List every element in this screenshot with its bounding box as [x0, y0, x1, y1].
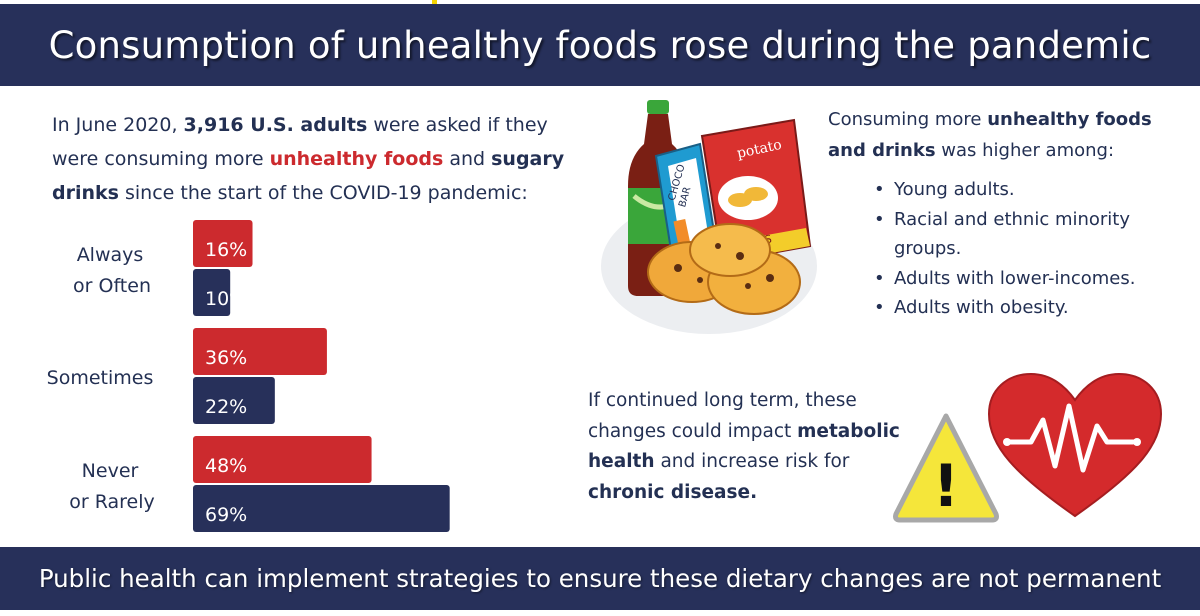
data-label: 16% [205, 239, 247, 261]
impact-bold2: chronic disease. [588, 481, 758, 503]
snacks-illustration: potato CHIPS CHOCO BAR [601, 100, 817, 334]
list-item: Adults with obesity. [872, 293, 1192, 323]
bar-chart: Always or Often 16% 10% Sometimes 36% 22% Never… [47, 220, 450, 532]
page-title: Consumption of unhealthy foods rose duri… [48, 23, 1152, 67]
bar [193, 436, 372, 483]
category-label: or Often [73, 275, 151, 297]
intro-count: 3,916 U.S. adults [183, 114, 368, 136]
cookies-icon [647, 223, 801, 315]
footer-text: Public health can implement strategies t… [38, 564, 1162, 593]
bar [193, 328, 327, 375]
impact-text: If continued long term, these changes co… [588, 386, 918, 508]
risk-bold: unhealthy foods and drinks [828, 109, 1152, 161]
risk-part2: was higher among: [935, 140, 1115, 161]
data-label: 22% [205, 396, 247, 418]
category-label: Always [77, 244, 144, 266]
heart-icon [987, 372, 1163, 518]
data-label: 69% [205, 504, 247, 526]
list-item: Young adults. [872, 175, 1192, 205]
bar-text: BAR [677, 186, 693, 209]
bar [193, 220, 253, 267]
category-label: Sometimes [47, 367, 154, 389]
intro-part1: In June 2020, [52, 114, 184, 136]
footer-banner: Public health can implement strategies t… [0, 547, 1200, 610]
header-banner: Consumption of unhealthy foods rose duri… [0, 4, 1200, 86]
impact-bold1: metabolic health [588, 420, 900, 473]
bar [193, 269, 231, 316]
intro-part2: were asked if they were consuming more [52, 114, 548, 170]
bar [193, 377, 275, 424]
intro-part4: since the start of the COVID-19 pandemic… [118, 182, 528, 204]
data-label: 10% [205, 288, 247, 310]
top-accent [432, 0, 437, 4]
bar [193, 485, 450, 532]
impact-part2: and increase risk for [654, 451, 850, 472]
warning-icon: ! [893, 413, 999, 523]
category-label: Never [82, 460, 139, 482]
intro-text: In June 2020, 3,916 U.S. adults were ask… [52, 108, 572, 210]
risk-groups-intro: Consuming more unhealthy foods and drink… [828, 104, 1178, 166]
risk-groups-list: Young adults. Racial and ethnic minority… [872, 175, 1192, 323]
warning-symbol: ! [933, 452, 959, 520]
data-label: 48% [205, 455, 247, 477]
intro-unhealthy: unhealthy foods [269, 148, 444, 170]
list-item: Racial and ethnic minority groups. [872, 205, 1192, 264]
impact-part1: If continued long term, these changes co… [588, 390, 857, 442]
heartbeat-line [1004, 403, 1136, 473]
intro-sugary: sugary drinks [52, 148, 565, 204]
risk-part1: Consuming more [828, 109, 988, 130]
data-label: 36% [205, 347, 247, 369]
intro-part3: and [443, 148, 492, 170]
list-item: Adults with lower-incomes. [872, 264, 1192, 294]
category-label: or Rarely [69, 491, 155, 513]
